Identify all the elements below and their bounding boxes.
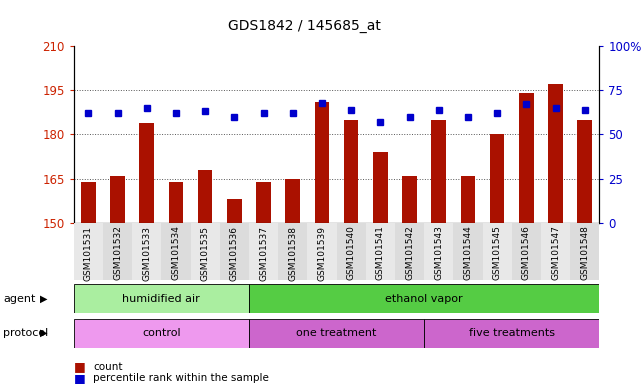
Bar [373,152,388,223]
Bar [548,84,563,223]
Text: protocol: protocol [3,328,49,338]
Text: GSM101544: GSM101544 [463,225,472,280]
Bar [541,223,570,280]
Bar [249,223,278,280]
Bar [519,93,533,223]
Text: GSM101537: GSM101537 [259,225,268,281]
Bar [74,319,249,348]
Text: agent: agent [3,293,36,304]
Text: GSM101538: GSM101538 [288,225,297,281]
Bar [74,223,103,280]
Text: ■: ■ [74,372,85,384]
Text: GSM101541: GSM101541 [376,225,385,280]
Text: GSM101545: GSM101545 [493,225,502,280]
Bar [366,223,395,280]
Bar [256,182,271,223]
Bar [344,120,358,223]
Text: ▶: ▶ [40,293,47,304]
Text: percentile rank within the sample: percentile rank within the sample [93,373,269,383]
Text: GSM101535: GSM101535 [201,225,210,281]
Text: humidified air: humidified air [122,293,200,304]
Bar [490,134,504,223]
Text: GSM101534: GSM101534 [171,225,180,280]
Text: five treatments: five treatments [469,328,554,338]
Text: ▶: ▶ [40,328,47,338]
Text: control: control [142,328,181,338]
Text: GSM101536: GSM101536 [230,225,239,281]
Text: GSM101547: GSM101547 [551,225,560,280]
Bar [132,223,162,280]
Bar [403,175,417,223]
Bar [227,199,242,223]
Bar [424,319,599,348]
Text: GSM101542: GSM101542 [405,225,414,280]
Text: GSM101540: GSM101540 [347,225,356,280]
Bar [140,122,154,223]
Text: GSM101531: GSM101531 [84,225,93,281]
Text: GSM101533: GSM101533 [142,225,151,281]
Text: GSM101532: GSM101532 [113,225,122,280]
Text: GSM101548: GSM101548 [580,225,589,280]
Text: one treatment: one treatment [296,328,377,338]
Bar [74,284,249,313]
Bar [512,223,541,280]
Bar [570,223,599,280]
Bar [395,223,424,280]
Bar [110,175,125,223]
Bar [220,223,249,280]
Text: ■: ■ [74,360,85,373]
Bar [162,223,190,280]
Bar [431,120,446,223]
Bar [198,170,212,223]
Bar [190,223,220,280]
Bar [103,223,132,280]
Text: GDS1842 / 145685_at: GDS1842 / 145685_at [228,19,381,33]
Bar [337,223,366,280]
Bar [249,319,424,348]
Bar [483,223,512,280]
Bar [307,223,337,280]
Text: count: count [93,362,122,372]
Bar [285,179,300,223]
Text: ethanol vapor: ethanol vapor [385,293,463,304]
Bar [315,102,329,223]
Bar [249,284,599,313]
Bar [424,223,453,280]
Text: GSM101546: GSM101546 [522,225,531,280]
Text: GSM101543: GSM101543 [434,225,443,280]
Bar [453,223,483,280]
Bar [461,175,475,223]
Text: GSM101539: GSM101539 [317,225,326,281]
Bar [278,223,307,280]
Bar [81,182,96,223]
Bar [578,120,592,223]
Bar [169,182,183,223]
